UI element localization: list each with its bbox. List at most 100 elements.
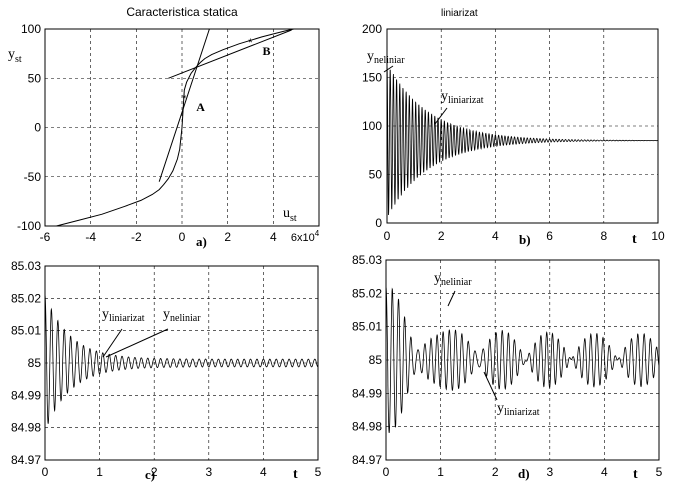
axes-frame-d — [385, 259, 660, 461]
xtick-label: 5 — [315, 465, 322, 479]
xtick-label: -4 — [85, 230, 96, 244]
ytick-label: 84.99 — [11, 388, 41, 402]
xticks-b: 0 2 4 6 8 10 — [384, 229, 665, 243]
ytick-label: 85.03 — [352, 253, 382, 267]
xtick-label: 1 — [96, 465, 103, 479]
xtick-label: -6 — [40, 230, 51, 244]
ytick-label: 85.02 — [352, 286, 382, 300]
xtick-label: 2 — [224, 230, 231, 244]
xlabel-b: t — [632, 232, 637, 247]
xtick-label: 4 — [492, 229, 499, 243]
xticks-a: -6 -4 -2 0 2 4 — [40, 230, 277, 244]
xtick-label: 0 — [179, 230, 186, 244]
series-line — [158, 28, 210, 182]
title-b: liniarizat — [441, 8, 478, 19]
panel-label-a: a) — [196, 234, 207, 249]
xtick-label: 2 — [438, 229, 445, 243]
signal-line — [386, 62, 658, 216]
signal-line — [385, 286, 660, 433]
pointer-d-liniarizat — [483, 371, 498, 401]
annotation-c-liniarizat: yliniarizat — [102, 307, 145, 324]
xtick-label: 8 — [600, 229, 607, 243]
xtick-label: 0 — [42, 465, 49, 479]
pointer-b-neliniar — [383, 65, 394, 73]
ytick-label: 85 — [369, 353, 383, 367]
panel-a: Caracteristica statica -6 -4 -2 0 2 4 -100 -50… — [8, 5, 320, 249]
pointer-c — [102, 328, 169, 358]
axes-frame-a — [44, 28, 320, 227]
series-a — [56, 28, 295, 227]
ytick-label: 84.98 — [11, 421, 41, 435]
xtick-label: 10 — [651, 229, 665, 243]
annotation-c-neliniar: yneliniar — [163, 307, 201, 324]
ytick-label: 150 — [362, 71, 382, 85]
series-d — [385, 286, 660, 433]
yticks-c: 84.97 84.98 84.99 85 85.01 85.02 85.03 — [11, 259, 41, 467]
xtick-label: 4 — [270, 230, 277, 244]
xtick-label: 2 — [151, 465, 158, 479]
xlabel-c: t — [293, 467, 298, 482]
ylabel-a: yst — [8, 47, 22, 65]
axes-frame-b — [386, 28, 659, 224]
ytick-label: -50 — [24, 170, 42, 184]
series-b — [386, 62, 658, 216]
xtick-label: 0 — [384, 229, 391, 243]
points-a: * A * B — [182, 37, 270, 114]
ytick-label: 84.99 — [352, 386, 382, 400]
xlabel-d: t — [633, 467, 638, 482]
xtick-label: 6 — [546, 229, 553, 243]
point-label: A — [196, 100, 205, 114]
xticks-c: 0 1 2 3 4 5 — [42, 465, 322, 479]
yticks-b: 0 50 100 150 200 — [362, 22, 382, 230]
xtick-label: 1 — [437, 465, 444, 479]
point-marker: * — [248, 37, 253, 49]
xtick-label: 4 — [601, 465, 608, 479]
signal-line — [44, 294, 319, 424]
ytick-label: 85.01 — [352, 320, 382, 334]
ytick-label: 84.98 — [352, 420, 382, 434]
xtick-label: 3 — [205, 465, 212, 479]
ytick-label: 50 — [28, 71, 42, 85]
ytick-label: 100 — [21, 22, 41, 36]
ytick-label: 85.01 — [11, 324, 41, 338]
ytick-label: -100 — [17, 219, 41, 233]
grid-b — [387, 29, 658, 223]
annotation-b-neliniar: yneliniar — [367, 49, 405, 66]
title-a: Caracteristica statica — [126, 5, 238, 19]
series-c — [44, 294, 319, 424]
yticks-d: 84.97 84.98 84.99 85 85.01 85.02 85.03 — [352, 253, 382, 467]
panel-label-c: c) — [145, 467, 155, 482]
panel-b: liniarizat 0 2 4 6 8 10 0 50 100 150 200 ynelinia… — [362, 8, 665, 247]
ytick-label: 85 — [28, 356, 42, 370]
xtick-label: 2 — [492, 465, 499, 479]
xticks-d: 0 1 2 3 4 5 — [383, 465, 663, 479]
xtick-label: 4 — [260, 465, 267, 479]
ytick-label: 50 — [369, 168, 383, 182]
panel-label-d: d) — [518, 466, 530, 481]
ytick-label: 84.97 — [352, 453, 382, 467]
annotation-d-neliniar: yneliniar — [434, 271, 472, 288]
pointer-d-neliniar — [447, 290, 456, 307]
annotation-d-liniarizat: yliniarizat — [497, 401, 540, 418]
point-label: B — [263, 44, 271, 58]
ytick-label: 100 — [362, 119, 382, 133]
panel-label-b: b) — [519, 232, 531, 247]
axes-frame-c — [44, 265, 319, 461]
ytick-label: 200 — [362, 22, 382, 36]
annotation-b-liniarizat: yliniarizat — [441, 89, 484, 106]
grid-c — [45, 266, 318, 460]
ytick-label: 85.03 — [11, 259, 41, 273]
xtick-label: -2 — [131, 230, 142, 244]
point-marker: * — [182, 93, 187, 105]
xlabel-a: ust — [283, 206, 297, 224]
ytick-label: 84.97 — [11, 453, 41, 467]
xtick-label: 5 — [656, 465, 663, 479]
ytick-label: 85.02 — [11, 291, 41, 305]
xtick-label: 3 — [546, 465, 553, 479]
xscale-a: 6x104 — [291, 229, 320, 244]
series-line — [168, 29, 292, 79]
pointer-b-liniarizat — [434, 107, 448, 125]
xtick-label: 0 — [383, 465, 390, 479]
